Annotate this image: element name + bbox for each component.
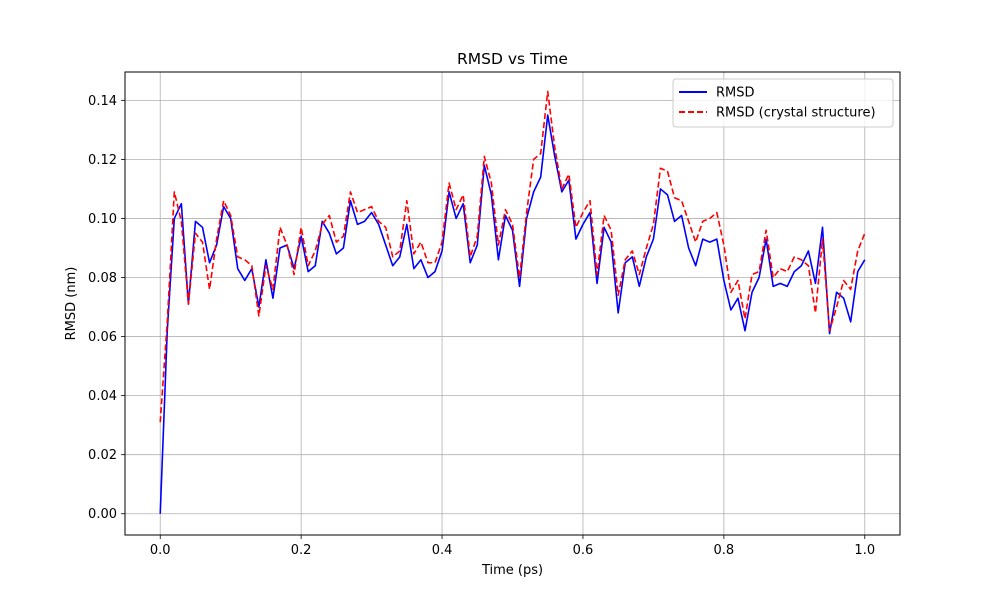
y-tick-label: 0.14 [88,94,117,109]
series-layer [159,90,866,514]
x-tick-label: 0.0 [150,543,171,558]
y-tick-label: 0.00 [88,507,117,522]
legend-label-rmsd-crystal: RMSD (crystal structure) [716,106,876,121]
y-tick-label: 0.10 [88,212,117,227]
y-tick-label: 0.06 [88,330,117,345]
y-tick-label: 0.02 [88,448,117,463]
legend-label-rmsd: RMSD [716,86,755,101]
y-tick-label: 0.08 [88,271,117,286]
x-tick-label: 0.4 [432,543,453,558]
x-tick-label: 0.6 [573,543,594,558]
series-line-rmsd-crystal [159,90,866,423]
y-tick-label: 0.04 [88,389,117,404]
x-tick-label: 1.0 [854,543,875,558]
grid [125,72,900,535]
ticks: 0.0 0.2 0.4 0.6 0.8 1.0 0.00 0.02 0.04 0.06 0.08 0.… [88,94,875,558]
plot-frame [124,71,901,536]
y-axis-label: RMSD (nm) [64,267,79,341]
chart-title: RMSD vs Time [457,50,568,68]
x-tick-label: 0.8 [714,543,735,558]
x-tick-label: 0.2 [291,543,312,558]
x-axis-label: Time (ps) [481,563,543,578]
y-tick-label: 0.12 [88,153,117,168]
legend-box [672,78,894,128]
legend: RMSD RMSD (crystal structure) [672,78,894,128]
